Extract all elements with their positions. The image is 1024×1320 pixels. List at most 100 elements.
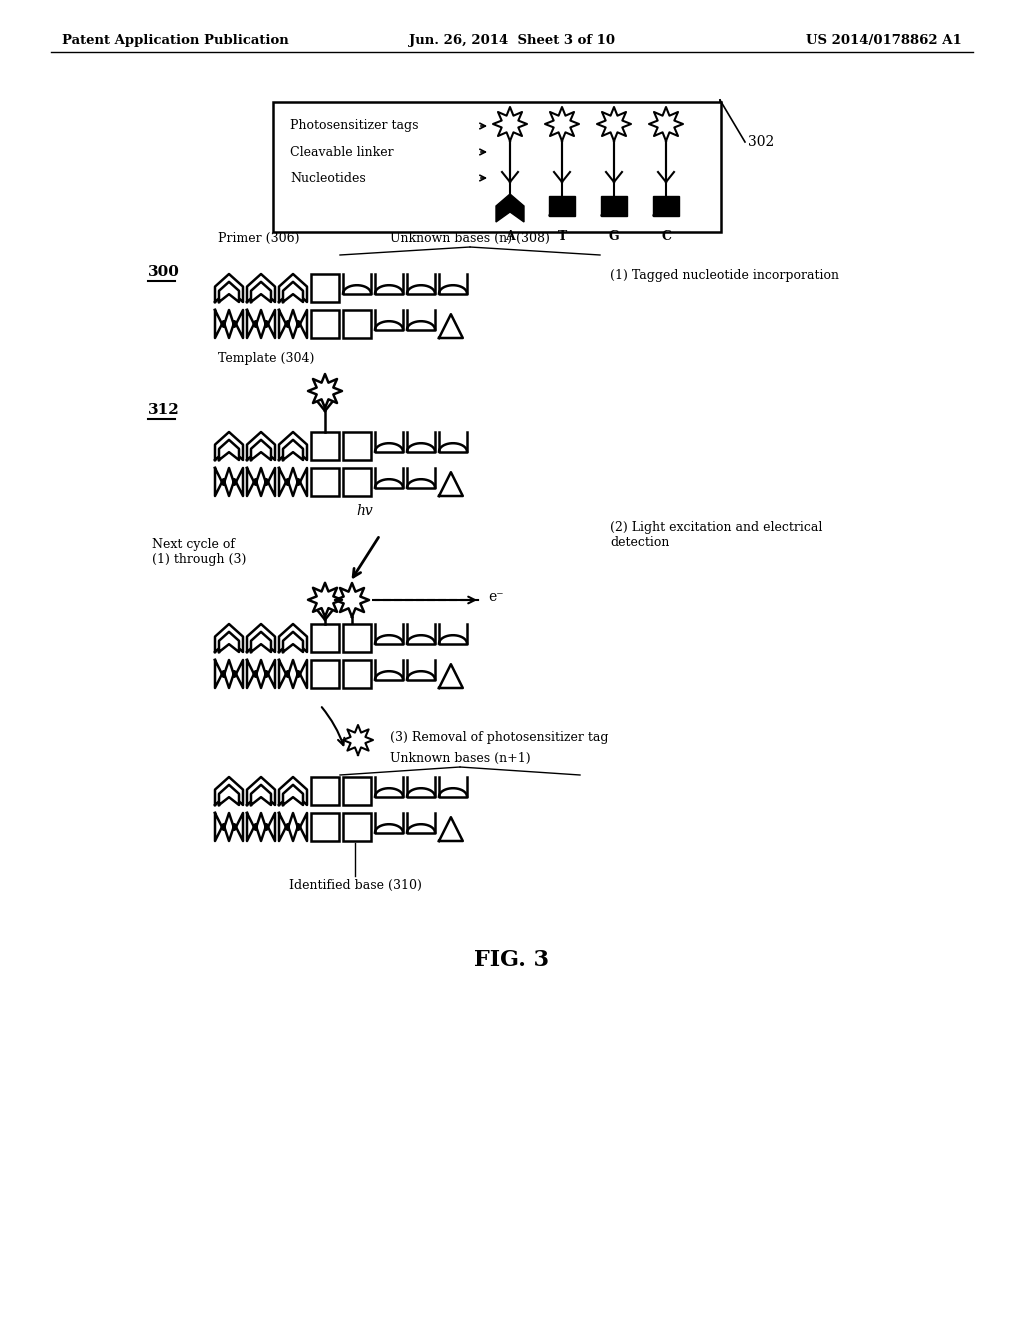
Polygon shape (439, 664, 463, 688)
Bar (343, 813, 371, 841)
Polygon shape (247, 813, 275, 841)
Polygon shape (219, 632, 239, 652)
Text: G: G (608, 230, 620, 243)
Polygon shape (279, 660, 307, 688)
Text: hv: hv (356, 504, 374, 517)
Polygon shape (279, 813, 307, 841)
Polygon shape (439, 817, 463, 841)
Text: Template (304): Template (304) (218, 352, 314, 366)
Circle shape (321, 595, 330, 605)
Polygon shape (251, 282, 271, 302)
Polygon shape (219, 440, 239, 459)
Text: US 2014/0178862 A1: US 2014/0178862 A1 (806, 34, 962, 48)
Polygon shape (251, 785, 271, 805)
Polygon shape (308, 374, 342, 408)
Polygon shape (219, 282, 239, 302)
Polygon shape (215, 310, 243, 338)
Polygon shape (549, 210, 575, 216)
Polygon shape (283, 440, 303, 459)
Circle shape (321, 385, 330, 396)
Polygon shape (215, 432, 243, 459)
Text: (3) Removal of photosensitizer tag: (3) Removal of photosensitizer tag (390, 730, 608, 743)
Bar (311, 275, 339, 302)
Bar (343, 432, 371, 459)
Text: FIG. 3: FIG. 3 (474, 949, 550, 972)
Polygon shape (279, 275, 307, 302)
Text: 300: 300 (148, 265, 180, 279)
Polygon shape (653, 210, 679, 216)
Polygon shape (279, 432, 307, 459)
Polygon shape (439, 314, 463, 338)
Polygon shape (215, 469, 243, 496)
Polygon shape (247, 777, 275, 805)
Polygon shape (251, 440, 271, 459)
Circle shape (609, 119, 618, 129)
Polygon shape (215, 624, 243, 652)
Bar (311, 310, 339, 338)
Polygon shape (439, 473, 463, 496)
Polygon shape (215, 813, 243, 841)
Polygon shape (219, 785, 239, 805)
Text: Jun. 26, 2014  Sheet 3 of 10: Jun. 26, 2014 Sheet 3 of 10 (409, 34, 615, 48)
Polygon shape (283, 785, 303, 805)
Polygon shape (493, 107, 527, 141)
Text: Next cycle of
(1) through (3): Next cycle of (1) through (3) (152, 539, 247, 566)
Bar (311, 813, 339, 841)
Polygon shape (247, 469, 275, 496)
Polygon shape (283, 282, 303, 302)
Polygon shape (215, 660, 243, 688)
Polygon shape (279, 777, 307, 805)
Text: Identified base (310): Identified base (310) (289, 879, 422, 892)
Polygon shape (549, 195, 575, 216)
Polygon shape (597, 107, 631, 141)
Polygon shape (343, 725, 373, 755)
Text: Unknown bases (n+1): Unknown bases (n+1) (390, 752, 530, 766)
Polygon shape (279, 469, 307, 496)
Text: Cleavable linker: Cleavable linker (290, 145, 393, 158)
Text: C: C (662, 230, 671, 243)
Polygon shape (545, 107, 579, 141)
Polygon shape (247, 432, 275, 459)
Polygon shape (308, 583, 342, 616)
Text: e⁻: e⁻ (488, 590, 504, 605)
Polygon shape (247, 624, 275, 652)
Circle shape (662, 119, 671, 129)
Bar (311, 469, 339, 496)
Text: Photosensitizer tags: Photosensitizer tags (290, 120, 419, 132)
Polygon shape (496, 194, 524, 222)
Bar (343, 469, 371, 496)
Text: Patent Application Publication: Patent Application Publication (62, 34, 289, 48)
Polygon shape (283, 632, 303, 652)
Text: 312: 312 (148, 403, 180, 417)
Polygon shape (335, 583, 369, 616)
Polygon shape (649, 107, 683, 141)
Polygon shape (247, 660, 275, 688)
Bar (343, 310, 371, 338)
Text: 302: 302 (748, 135, 774, 149)
Text: Unknown bases (n) (308): Unknown bases (n) (308) (390, 232, 550, 246)
Polygon shape (279, 624, 307, 652)
Text: (2) Light excitation and electrical
detection: (2) Light excitation and electrical dete… (610, 521, 822, 549)
Polygon shape (653, 195, 679, 216)
Text: T: T (557, 230, 566, 243)
Circle shape (557, 119, 567, 129)
Bar (343, 777, 371, 805)
Bar (311, 777, 339, 805)
Circle shape (347, 595, 357, 605)
Polygon shape (251, 632, 271, 652)
Polygon shape (601, 195, 627, 216)
Text: (1) Tagged nucleotide incorporation: (1) Tagged nucleotide incorporation (610, 268, 839, 281)
Text: A: A (505, 230, 515, 243)
Bar (311, 660, 339, 688)
Bar (311, 624, 339, 652)
Polygon shape (247, 310, 275, 338)
Bar (311, 432, 339, 459)
Polygon shape (279, 310, 307, 338)
Text: Primer (306): Primer (306) (218, 232, 299, 246)
Text: Nucleotides: Nucleotides (290, 172, 366, 185)
Polygon shape (215, 777, 243, 805)
Bar (343, 624, 371, 652)
Polygon shape (215, 275, 243, 302)
Bar (273, 102, 721, 232)
Polygon shape (247, 275, 275, 302)
